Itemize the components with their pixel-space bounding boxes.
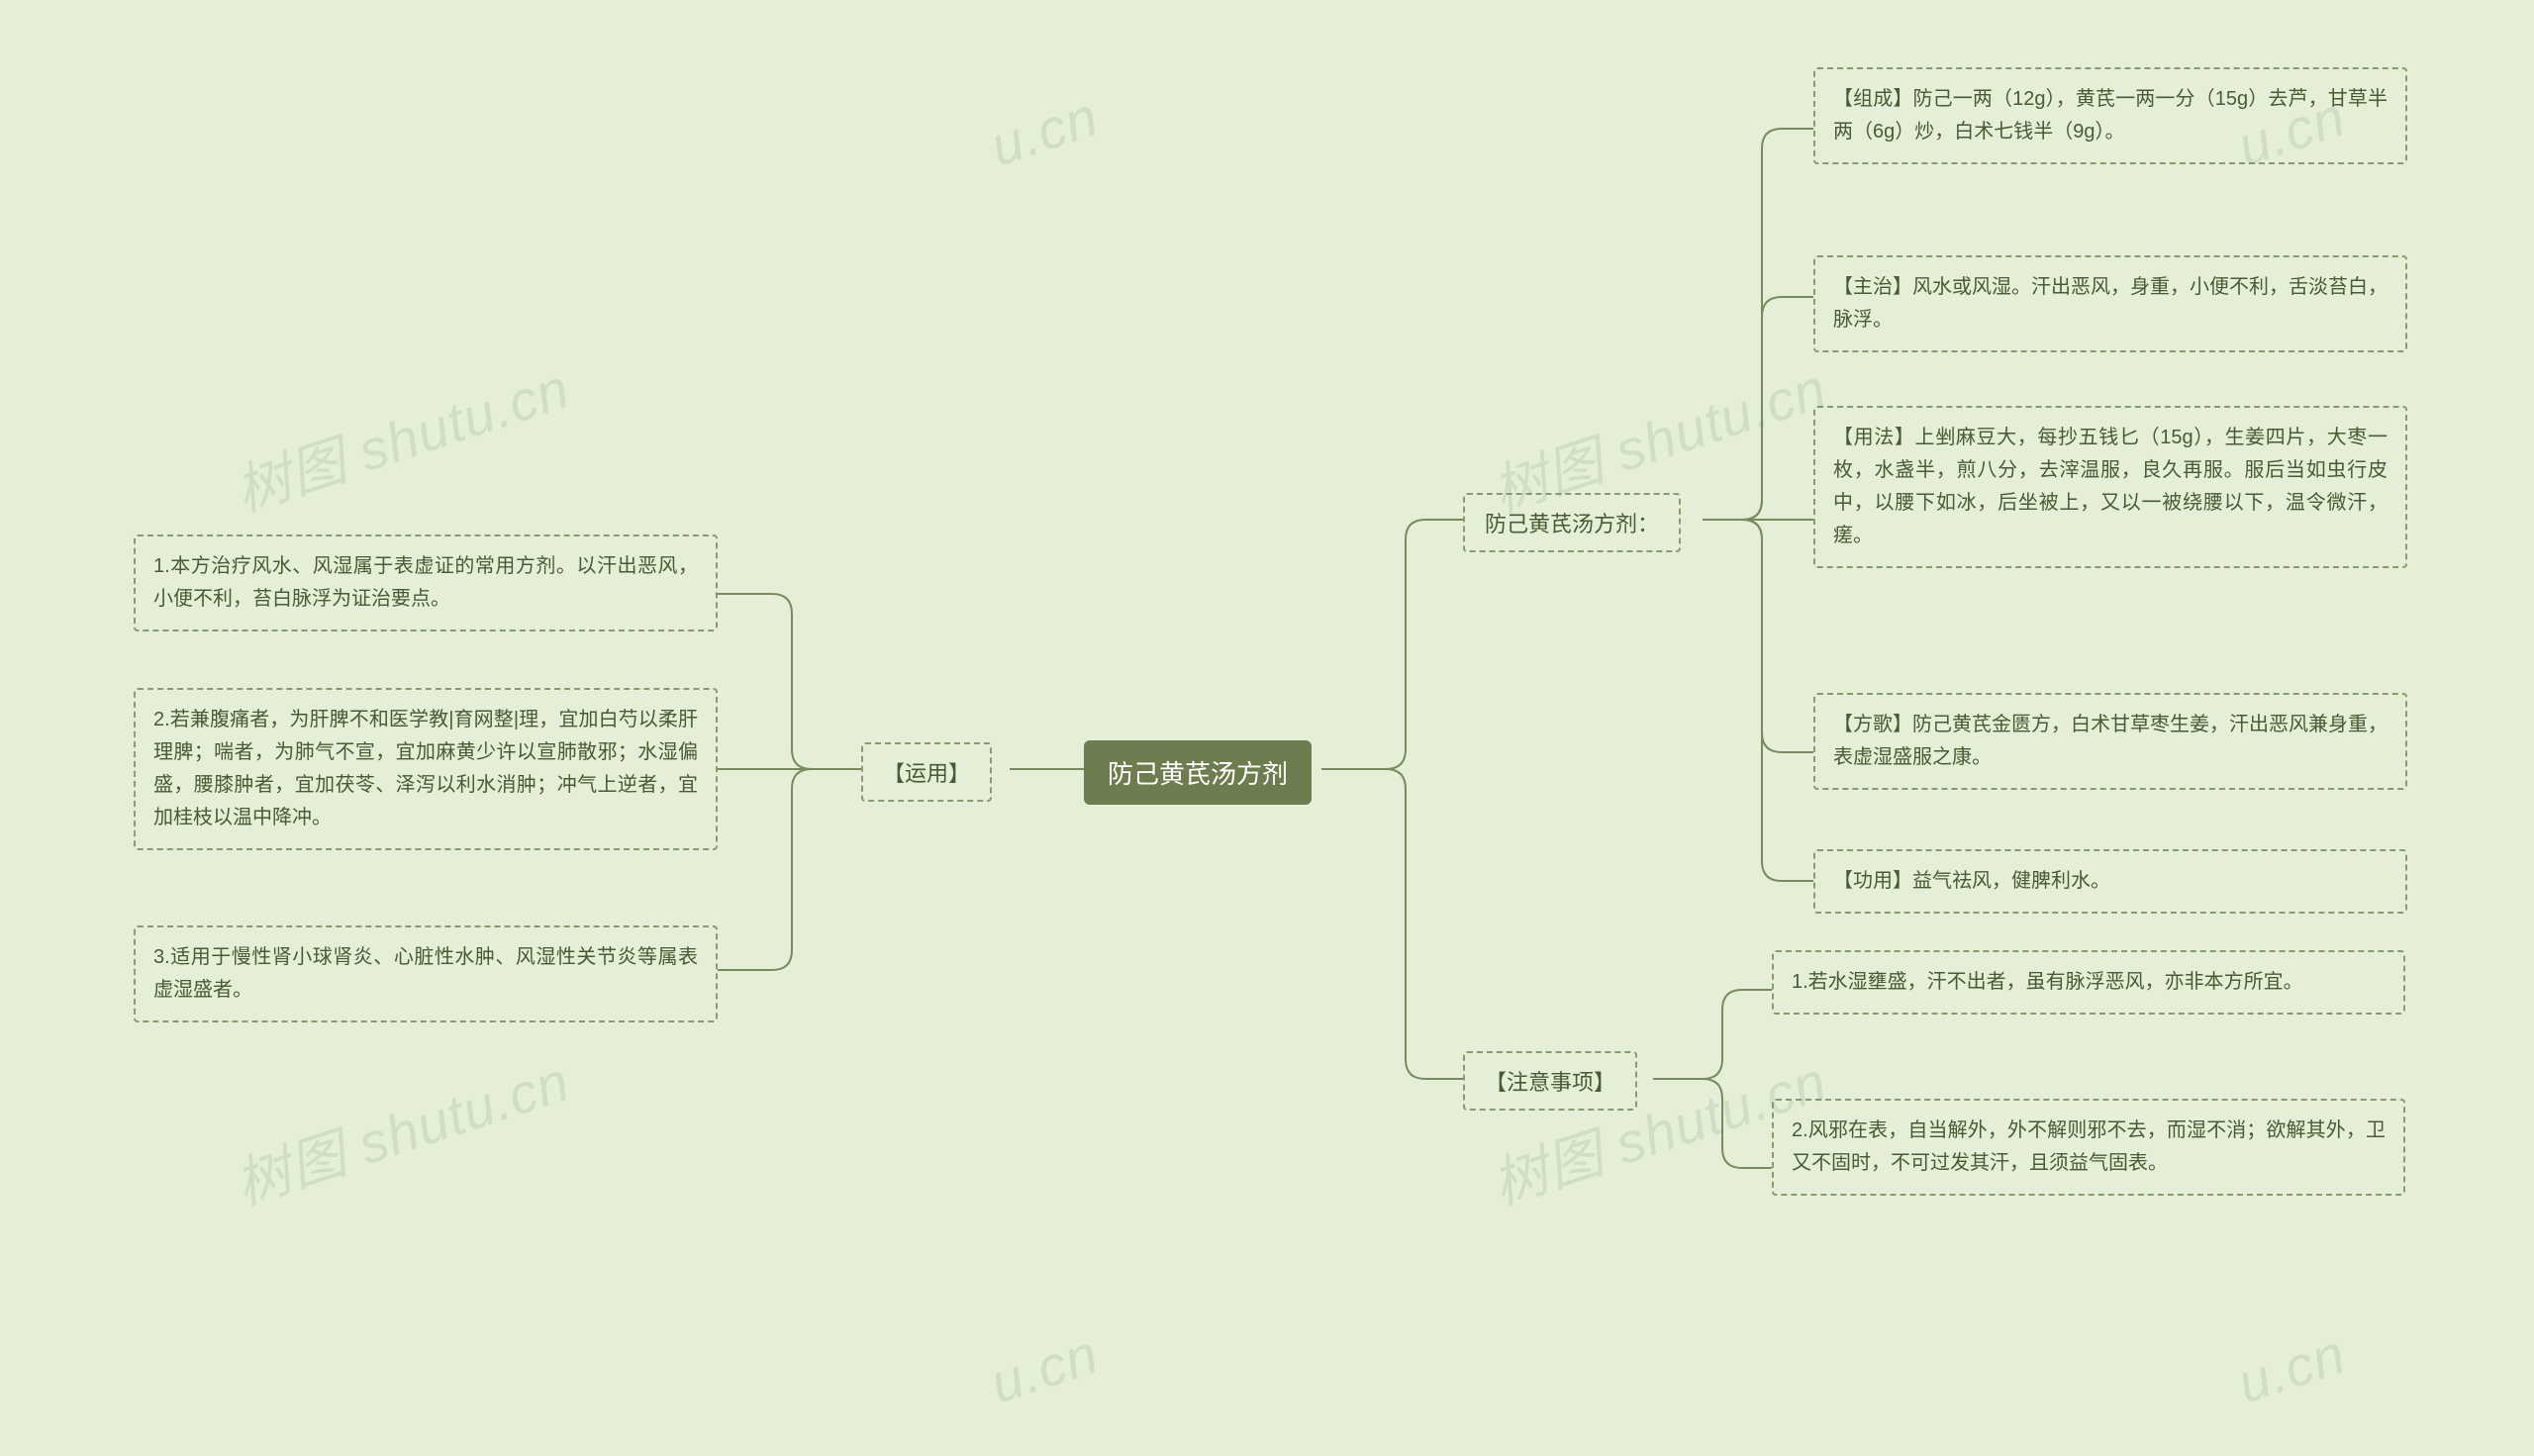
branch-precautions[interactable]: 【注意事项】 xyxy=(1463,1051,1637,1111)
leaf-usage-method: 【用法】上剉麻豆大，每抄五钱匕（15g），生姜四片，大枣一枚，水盏半，煎八分，去… xyxy=(1813,406,2407,568)
leaf-precaution-1: 1.若水湿壅盛，汗不出者，虽有脉浮恶风，亦非本方所宜。 xyxy=(1772,950,2405,1015)
branch-formula[interactable]: 防己黄芪汤方剂： xyxy=(1463,493,1681,552)
watermark: u.cn xyxy=(2230,1321,2354,1416)
watermark: u.cn xyxy=(983,1321,1107,1416)
root-node[interactable]: 防己黄芪汤方剂 xyxy=(1084,740,1312,805)
leaf-function: 【功用】益气祛风，健脾利水。 xyxy=(1813,849,2407,914)
leaf-usage-3: 3.适用于慢性肾小球肾炎、心脏性水肿、风湿性关节炎等属表虚湿盛者。 xyxy=(134,925,718,1022)
leaf-composition: 【组成】防己一两（12g），黄芪一两一分（15g）去芦，甘草半两（6g）炒，白术… xyxy=(1813,67,2407,164)
watermark: u.cn xyxy=(983,84,1107,179)
leaf-formula-song: 【方歌】防己黄芪金匮方，白术甘草枣生姜，汗出恶风兼身重，表虚湿盛服之康。 xyxy=(1813,693,2407,790)
leaf-indication: 【主治】风水或风湿。汗出恶风，身重，小便不利，舌淡苔白，脉浮。 xyxy=(1813,255,2407,352)
leaf-usage-2: 2.若兼腹痛者，为肝脾不和医学教|育网整|理，宜加白芍以柔肝理脾；喘者，为肺气不… xyxy=(134,688,718,850)
leaf-precaution-2: 2.风邪在表，自当解外，外不解则邪不去，而湿不消；欲解其外，卫又不固时，不可过发… xyxy=(1772,1099,2405,1196)
branch-usage[interactable]: 【运用】 xyxy=(861,742,992,802)
watermark: 树图 shutu.cn xyxy=(224,1037,578,1220)
leaf-usage-1: 1.本方治疗风水、风湿属于表虚证的常用方剂。以汗出恶风，小便不利，苔白脉浮为证治… xyxy=(134,534,718,631)
watermark: 树图 shutu.cn xyxy=(224,344,578,528)
